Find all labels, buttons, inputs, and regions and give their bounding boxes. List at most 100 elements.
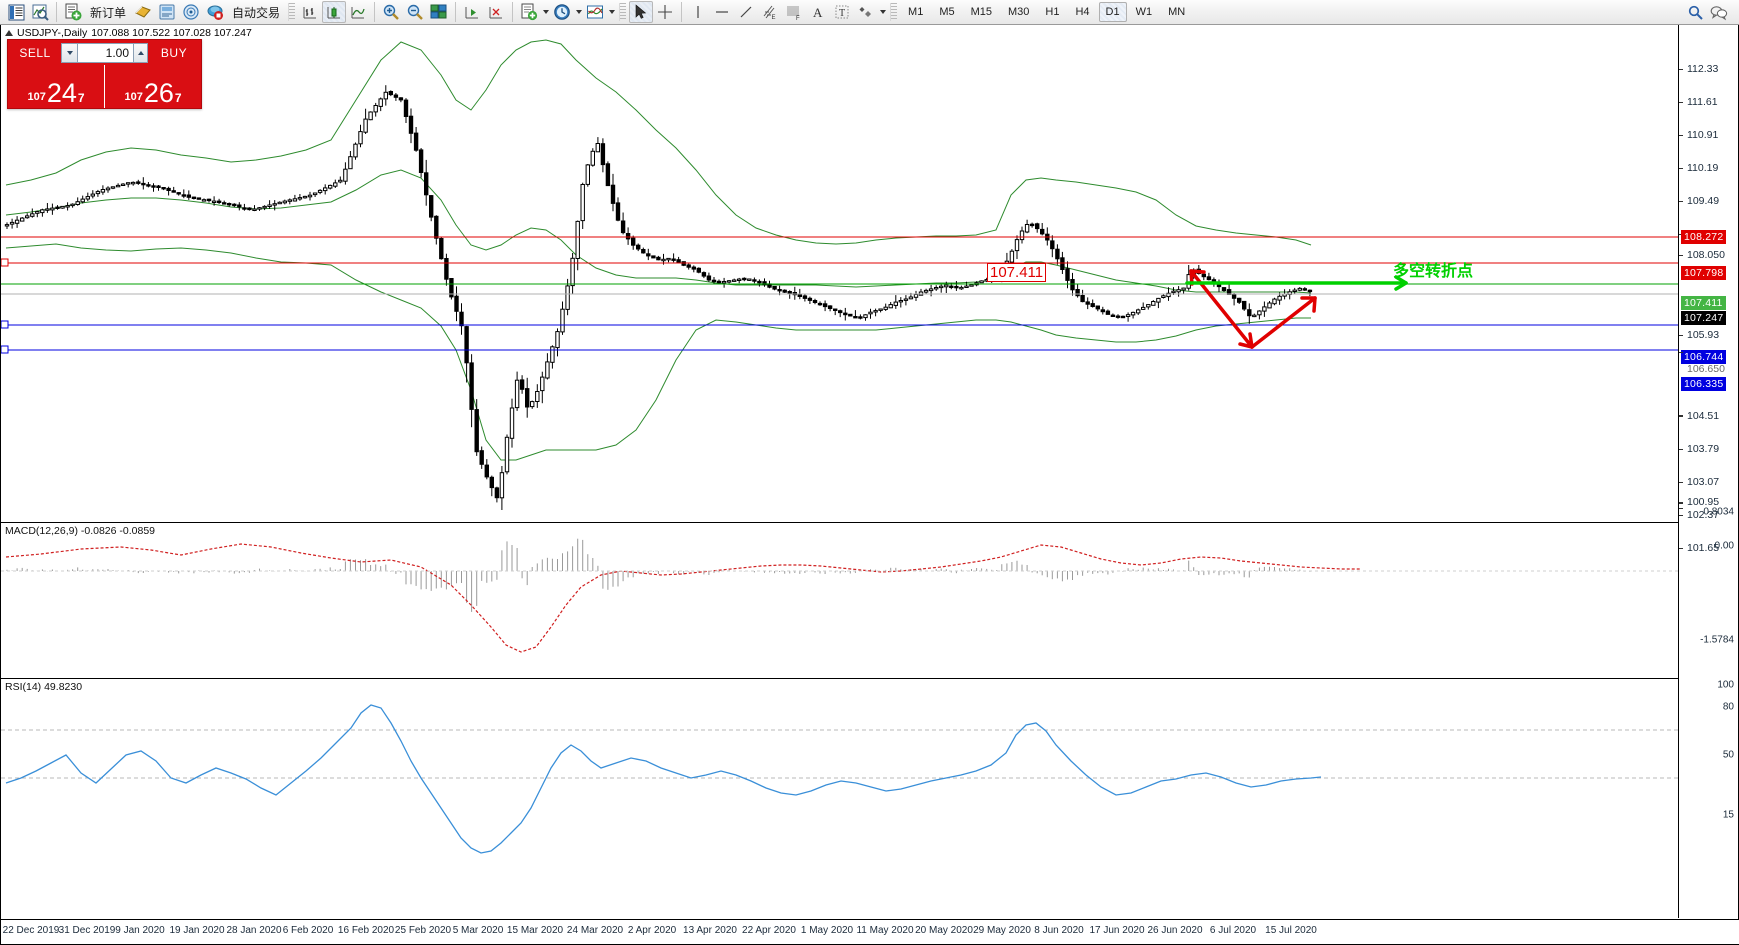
buy-price-fraction: 7 [174, 91, 182, 105]
rsi-pane-label: RSI(14) 49.8230 [5, 681, 83, 693]
line-chart-icon[interactable] [346, 1, 370, 23]
time-tick: 29 May 2020 [973, 925, 1031, 936]
price-plot[interactable] [1, 30, 1679, 520]
one-click-trading-panel[interactable]: SELL 1.00 BUY 107 24 7 107 26 7 [7, 39, 202, 109]
horizontal-line-icon[interactable] [710, 1, 734, 23]
timeframe-h1[interactable]: H1 [1045, 6, 1060, 18]
price-tag-support-3[interactable]: 106.335 [1681, 377, 1727, 391]
chart-collapse-icon[interactable] [5, 30, 13, 36]
price-axis[interactable]: 112.33 111.61 110.91 110.19 109.49 108.7… [1678, 25, 1738, 918]
price-tag-current[interactable]: 107.247 [1681, 311, 1727, 325]
rsi-plot[interactable] [1, 683, 1679, 918]
chart-ohlc-label: 107.088 107.522 107.028 107.247 [91, 27, 252, 39]
chart-area[interactable]: USDJPY-,Daily 107.088 107.522 107.028 10… [0, 25, 1739, 945]
vertical-line-icon[interactable] [686, 1, 710, 23]
macd-pane-divider [1, 522, 1679, 523]
time-tick: 6 Jul 2020 [1209, 925, 1257, 936]
shapes-dropdown-caret[interactable] [878, 1, 887, 23]
find-icon[interactable] [1683, 1, 1707, 23]
crosshair-icon[interactable] [653, 1, 677, 23]
navigator-icon[interactable] [179, 1, 203, 23]
autotrading-icon[interactable] [203, 1, 227, 23]
svg-text:F: F [796, 16, 800, 21]
price-tag-resistance-1[interactable]: 108.272 [1681, 230, 1727, 244]
shapes-icon[interactable] [854, 1, 878, 23]
toolbar-grip[interactable] [890, 3, 898, 21]
market-watch-icon[interactable] [4, 1, 28, 23]
timeframe-w1[interactable]: W1 [1135, 6, 1153, 18]
time-axis[interactable]: 22 Dec 2019 31 Dec 2019 9 Jan 2020 19 Ja… [1, 919, 1739, 944]
timeframe-m30[interactable]: M30 [1008, 6, 1030, 18]
new-order-label[interactable]: 新订单 [90, 5, 127, 20]
timeframe-d1[interactable]: D1 [1098, 2, 1127, 22]
buy-price-big: 26 [143, 78, 174, 109]
rsi-axis-tick: 15 [1722, 809, 1734, 821]
sell-label[interactable]: SELL [19, 45, 51, 60]
time-tick: 17 Jun 2020 [1089, 925, 1145, 936]
text-box-icon[interactable]: T [830, 1, 854, 23]
macd-axis-tick: 0.00 [1714, 540, 1734, 552]
price-tick: 102.37 [1687, 509, 1720, 521]
tile-windows-icon[interactable] [427, 1, 451, 23]
timeframe-m15[interactable]: M15 [970, 6, 992, 18]
time-tick: 6 Feb 2020 [282, 925, 334, 936]
data-window-icon[interactable] [28, 1, 52, 23]
buy-price-button[interactable]: 107 26 7 [104, 65, 201, 108]
period-icon[interactable] [550, 1, 574, 23]
text-label-icon[interactable]: A [806, 1, 830, 23]
price-tick: 104.51 [1687, 410, 1720, 422]
time-tick: 22 Dec 2019 [2, 925, 60, 936]
time-tick: 15 Mar 2020 [506, 925, 564, 936]
timeframe-m5[interactable]: M5 [939, 6, 955, 18]
autotrading-label[interactable]: 自动交易 [232, 5, 281, 20]
rsi-axis-tick: 50 [1722, 749, 1734, 761]
auto-scroll-icon[interactable] [460, 1, 484, 23]
price-tick: 105.93 [1687, 329, 1720, 341]
toolbar-grip[interactable] [619, 3, 627, 21]
price-tag-support-1[interactable]: 107.411 [1681, 296, 1726, 310]
chat-icon[interactable] [1707, 1, 1731, 23]
sell-price-fraction: 7 [77, 91, 85, 105]
time-tick: 26 Jun 2020 [1147, 925, 1203, 936]
price-tick: 101.65 [1687, 542, 1720, 554]
volume-dropdown-icon[interactable] [61, 42, 78, 63]
price-tag-resistance-2[interactable]: 107.798 [1681, 266, 1727, 280]
volume-input[interactable]: 1.00 [78, 42, 133, 63]
price-tag-support-2[interactable]: 106.744 [1681, 350, 1727, 364]
timeframe-m1[interactable]: M1 [908, 6, 924, 18]
new-order-icon[interactable] [61, 1, 85, 23]
buy-label[interactable]: BUY [160, 45, 188, 60]
sell-price-big: 24 [46, 78, 77, 109]
oct-controls-row: SELL 1.00 BUY [8, 40, 201, 65]
equidistant-channel-icon[interactable]: E [758, 1, 782, 23]
sell-price-button[interactable]: 107 24 7 [8, 65, 104, 108]
zoom-out-icon[interactable] [403, 1, 427, 23]
toolbar-divider [56, 2, 57, 22]
strategy-tester-icon[interactable] [131, 1, 155, 23]
indicators-dropdown-caret[interactable] [607, 1, 616, 23]
macd-plot[interactable] [1, 527, 1679, 677]
templates-icon[interactable] [517, 1, 541, 23]
toolbar-grip[interactable] [288, 3, 296, 21]
bar-chart-icon[interactable] [298, 1, 322, 23]
timeframe-h4[interactable]: H4 [1075, 6, 1090, 18]
trend-arrow-up [1250, 296, 1317, 349]
time-tick: 19 Jan 2020 [169, 925, 225, 936]
volume-stepper[interactable]: 1.00 [61, 42, 148, 63]
zoom-in-icon[interactable] [379, 1, 403, 23]
period-dropdown-caret[interactable] [574, 1, 583, 23]
green-breakout-arrow [1185, 275, 1408, 291]
price-tick: 103.79 [1687, 443, 1720, 455]
templates-dropdown-caret[interactable] [541, 1, 550, 23]
timeframe-mn[interactable]: MN [1168, 6, 1186, 18]
time-tick: 28 Jan 2020 [226, 925, 282, 936]
fibonacci-icon[interactable]: F [782, 1, 806, 23]
candlestick-chart-icon[interactable] [322, 1, 347, 23]
cursor-icon[interactable] [629, 1, 654, 23]
trendline-icon[interactable] [734, 1, 758, 23]
chart-shift-icon[interactable] [484, 1, 508, 23]
indicators-icon[interactable] [583, 1, 607, 23]
main-toolbar: 新订单 [0, 0, 1739, 25]
volume-increment-icon[interactable] [133, 42, 148, 63]
metaeditor-icon[interactable] [155, 1, 179, 23]
